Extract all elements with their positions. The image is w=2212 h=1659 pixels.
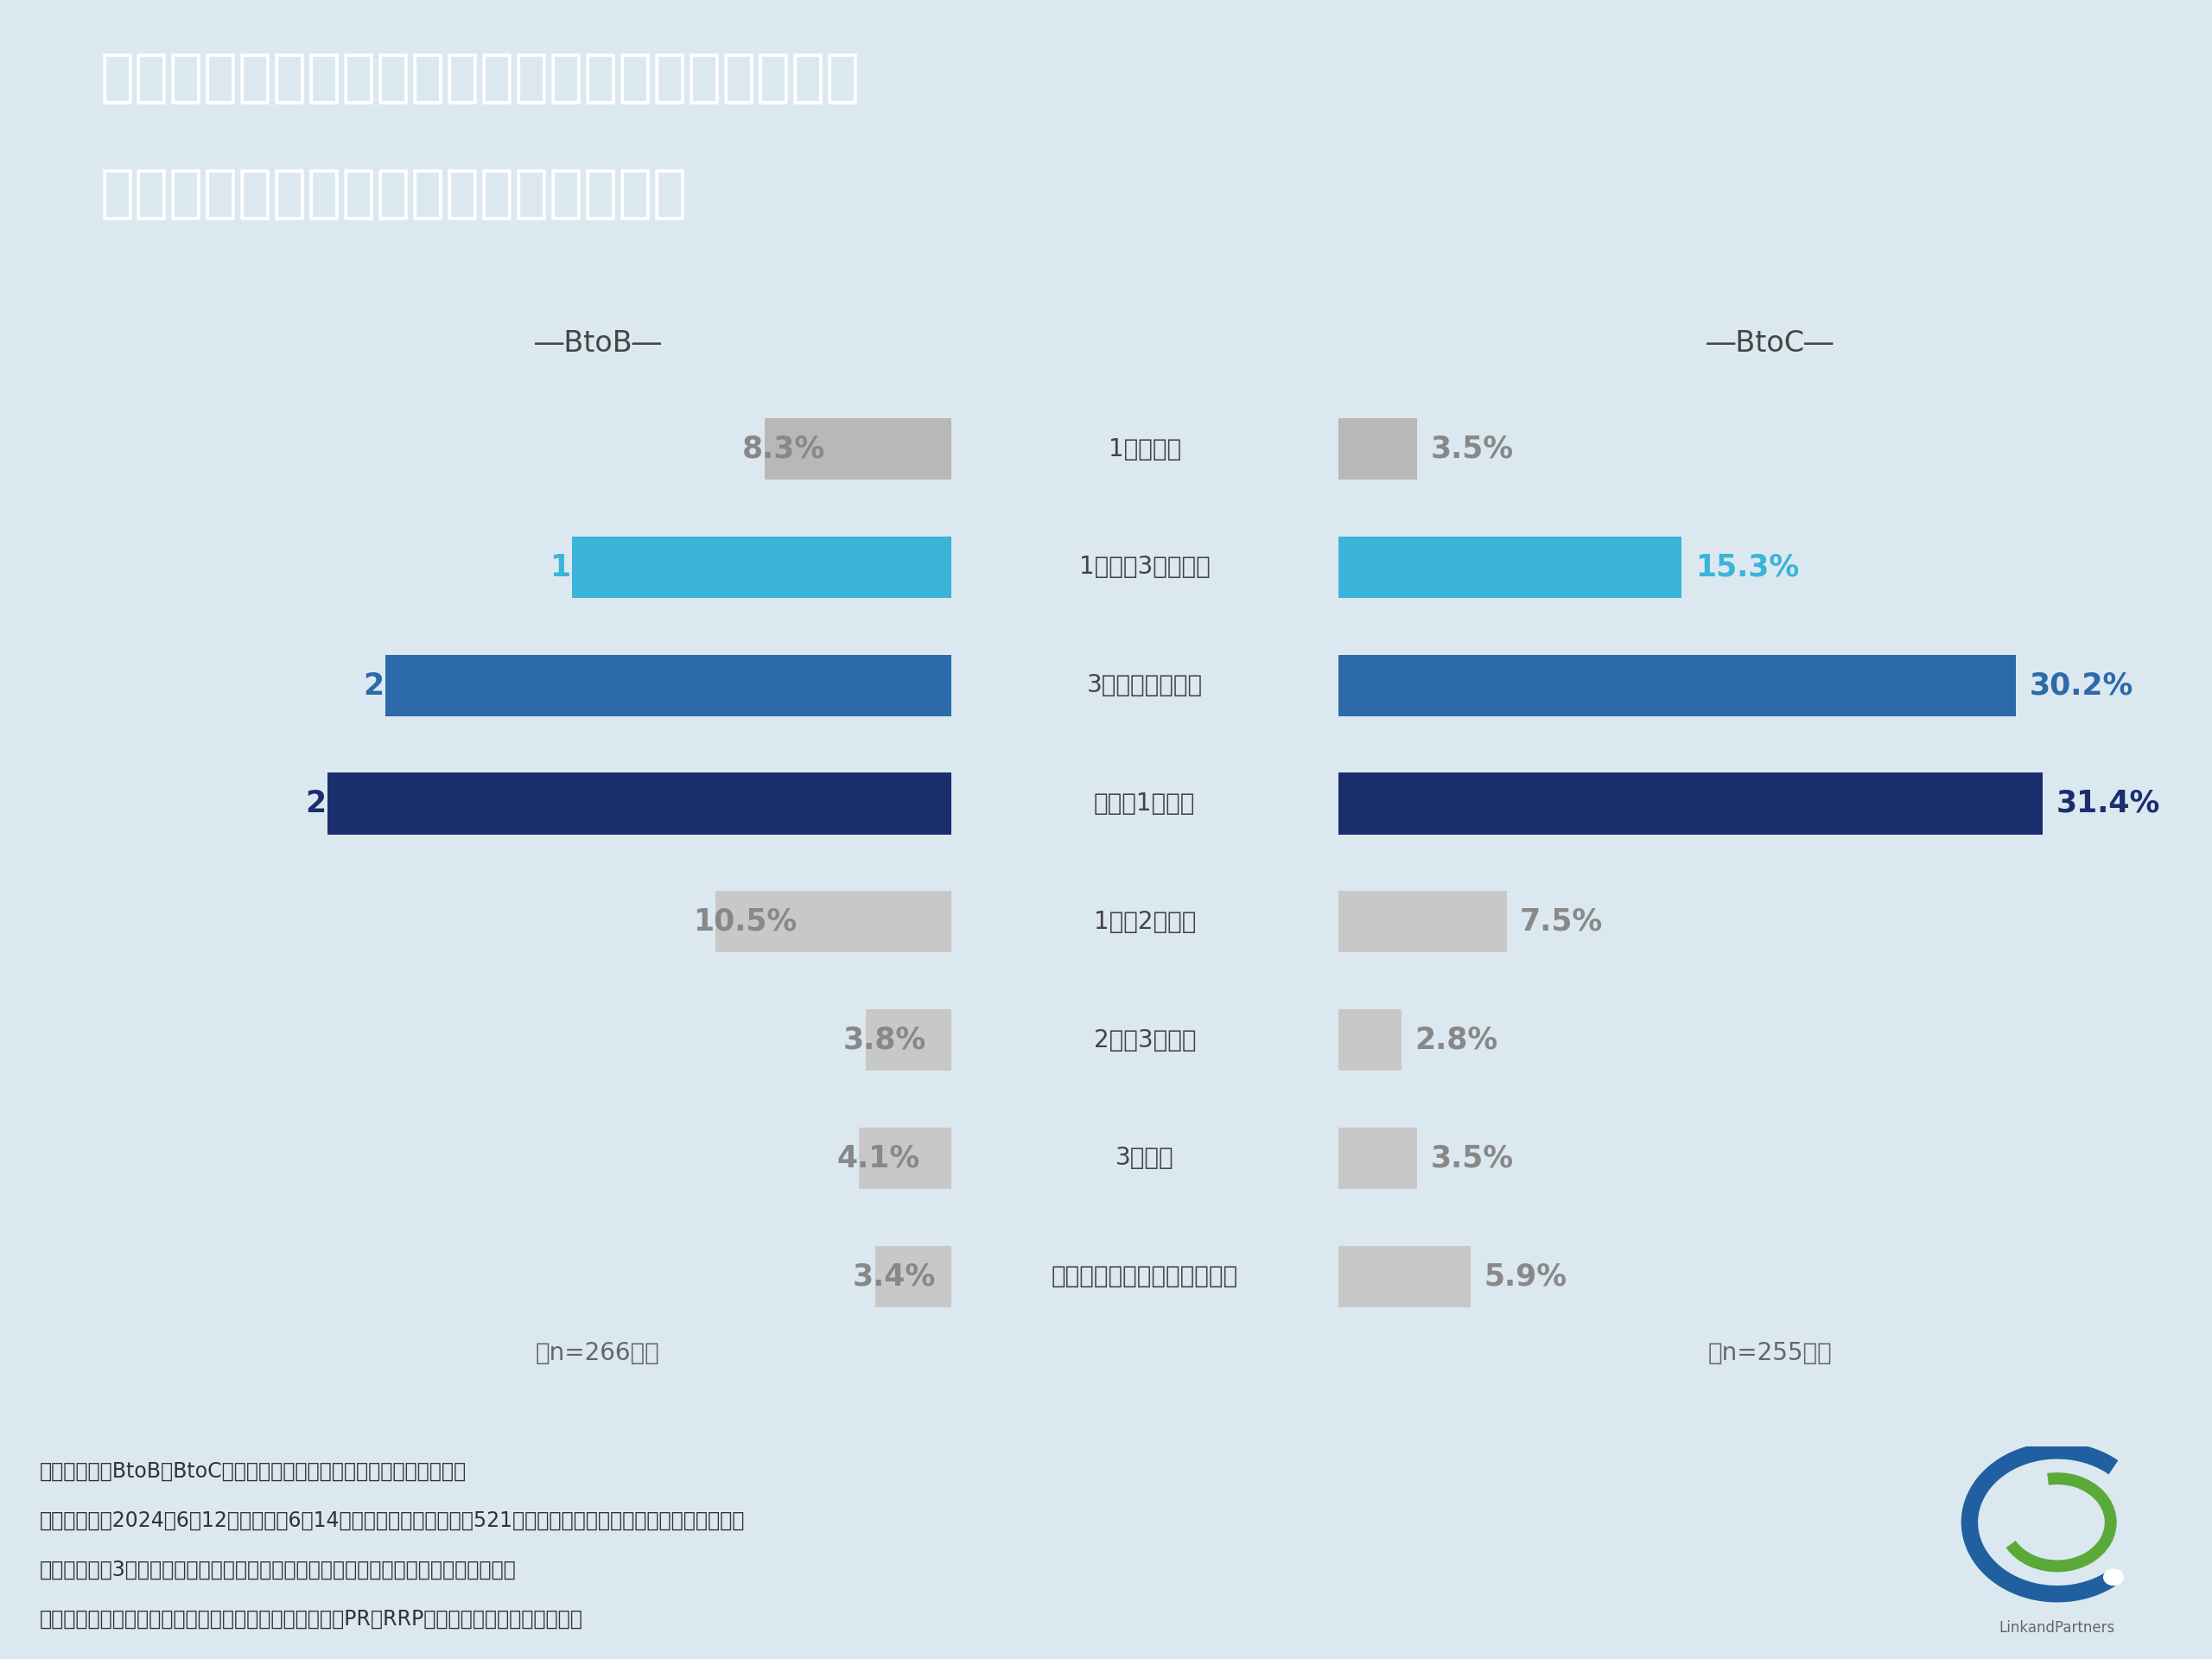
Bar	[327, 773, 951, 834]
Text: 1ヵ月～3ヵ月未満: 1ヵ月～3ヵ月未満	[1079, 556, 1210, 579]
Bar	[1338, 1246, 1471, 1307]
Text: 3ヵ月～半年未満: 3ヵ月～半年未満	[1086, 674, 1203, 697]
Text: ・調査期間：2024年6月12日（水）～6月14日（金）　・調査人数：521人　・モニター提供元：ゼネラルリサーチ: ・調査期間：2024年6月12日（水）～6月14日（金） ・調査人数：521人 …	[40, 1510, 745, 1531]
Text: 半年～1年未満: 半年～1年未満	[1095, 791, 1194, 816]
Text: 15.3%: 15.3%	[1694, 552, 1798, 582]
Bar	[717, 891, 951, 952]
Text: 3.5%: 3.5%	[1431, 1143, 1513, 1173]
Text: 3.4%: 3.4%	[852, 1262, 936, 1291]
Bar	[1338, 773, 2042, 834]
Text: 10.5%: 10.5%	[692, 907, 796, 936]
Text: 16.9%: 16.9%	[549, 552, 655, 582]
Text: 7.5%: 7.5%	[1520, 907, 1604, 936]
Circle shape	[2104, 1569, 2124, 1584]
Text: 25.2%: 25.2%	[363, 670, 467, 700]
Text: 2.8%: 2.8%	[1413, 1025, 1498, 1055]
Text: 3年以上: 3年以上	[1115, 1146, 1175, 1170]
Text: （n=266人）: （n=266人）	[535, 1340, 659, 1365]
Bar	[876, 1246, 951, 1307]
Text: 3.5%: 3.5%	[1431, 435, 1513, 463]
Text: ―BtoB―: ―BtoB―	[535, 330, 661, 358]
Text: 31.4%: 31.4%	[2057, 790, 2161, 818]
Bar	[765, 418, 951, 479]
Bar	[573, 536, 951, 597]
Text: 《調査概要：BtoB／BtoC企業コンテンツマーケティングに関する調査: 《調査概要：BtoB／BtoC企業コンテンツマーケティングに関する調査	[40, 1460, 467, 1481]
Text: 27.8%: 27.8%	[305, 790, 409, 818]
Text: 1ヵ月未満: 1ヵ月未満	[1108, 436, 1181, 461]
Bar	[858, 1128, 951, 1190]
Bar	[1338, 891, 1506, 952]
Text: 8.3%: 8.3%	[743, 435, 825, 463]
Bar	[865, 1009, 951, 1070]
Text: 2年～3年未満: 2年～3年未満	[1093, 1029, 1197, 1052]
Text: まだ成果を感じられていない: まだ成果を感じられていない	[1051, 1264, 1239, 1289]
Text: ―BtoC―: ―BtoC―	[1708, 330, 1834, 358]
Text: コンテンツマーケティングの成果を感じるまで、: コンテンツマーケティングの成果を感じるまで、	[100, 48, 860, 106]
Text: 1年～2年未満: 1年～2年未満	[1093, 909, 1197, 934]
Text: どれくらいの期間がかかりましたか？: どれくらいの期間がかかりましたか？	[100, 164, 688, 221]
Text: ・調査対象：3年以上コンテンツマーケティングを実施しているマーケティング担当者: ・調査対象：3年以上コンテンツマーケティングを実施しているマーケティング担当者	[40, 1559, 518, 1579]
Bar	[1338, 655, 2015, 717]
Bar	[385, 655, 951, 717]
Text: 4.1%: 4.1%	[836, 1143, 920, 1173]
Text: （n=255人）: （n=255人）	[1708, 1340, 1832, 1365]
Bar	[1338, 1009, 1400, 1070]
Bar	[1338, 418, 1416, 479]
Text: 3.8%: 3.8%	[843, 1025, 927, 1055]
Bar	[1338, 1128, 1416, 1190]
Text: LinkandPartners: LinkandPartners	[2000, 1621, 2115, 1636]
Bar	[1338, 536, 1681, 597]
Text: ・調査方法：リンクアンドパートナーズが提供する調査PR「RRP」によるインターネット調査: ・調査方法：リンクアンドパートナーズが提供する調査PR「RRP」によるインターネ…	[40, 1608, 584, 1629]
Text: 5.9%: 5.9%	[1484, 1262, 1566, 1291]
Text: 30.2%: 30.2%	[2028, 670, 2132, 700]
